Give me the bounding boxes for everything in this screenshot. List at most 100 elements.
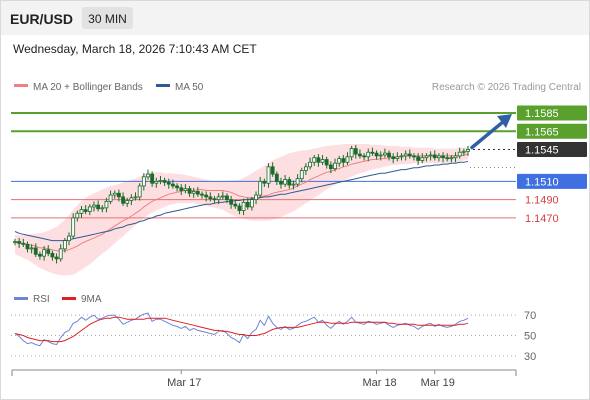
candle [87,204,92,216]
candle [92,201,96,212]
candle [416,153,421,165]
level-badge-1-1510 [517,173,587,189]
candle [21,238,26,248]
candle [233,199,238,209]
candle [154,177,159,188]
forecast-arrow-head [497,114,512,129]
candle [428,151,433,161]
candle [304,163,308,176]
candle [208,192,213,202]
candle [141,173,146,191]
candle [125,197,130,207]
candle [58,244,63,262]
rsi-ma-line [14,316,469,343]
x-tick-label: Mar 19 [421,377,455,389]
candle [453,152,458,163]
level-badge-1-1545 [517,142,587,158]
rsi-tick-70: 70 [524,310,536,322]
rsi-panel: 70 50 30 [11,310,536,363]
candle [195,186,200,197]
candle [403,150,408,161]
candle [432,150,437,161]
candle [100,205,105,213]
candle [270,162,275,177]
level-label-1-1585: 1.1585 [525,108,559,120]
candle [279,177,283,189]
legend-swatch-ma20 [14,84,28,87]
candle [137,183,142,201]
candle [162,177,167,186]
candle [457,147,462,159]
candle [245,197,250,210]
candle [283,175,288,187]
candle [412,153,416,161]
level-label-1-1490: 1.1490 [525,195,559,207]
candle [320,154,325,165]
level-badge-1-1565 [517,123,587,139]
bollinger-band-layer [15,144,468,276]
timeframe-label: 30 MIN [88,12,127,26]
price-labels-layer: 1.1585 1.1565 1.1545 1.1510 1.1490 1.1470 [517,105,587,225]
candles-layer [13,144,470,264]
candle [420,153,425,164]
candle [96,200,101,212]
candle [349,145,354,161]
candle [370,147,375,156]
candle [324,156,329,169]
candle [71,213,76,239]
candle [67,232,71,246]
price-levels-layer [11,112,516,219]
candle [382,148,387,158]
legend-label-rsi: RSI [33,294,50,305]
candle [187,185,192,197]
x-tick-label: Mar 17 [167,377,201,389]
datetime-label: Wednesday, March 18, 2026 7:10:43 AM CET [13,42,257,56]
candle [449,154,454,163]
candle [42,246,46,261]
candle [166,178,171,189]
credit-text: Research © 2026 Trading Central [432,82,581,93]
candle [133,192,138,201]
timeframe-badge[interactable] [82,7,133,29]
candle [62,237,67,253]
candle [287,176,292,189]
candle [200,191,204,199]
level-badge-1-1585 [517,105,587,121]
candle [75,210,80,222]
rsi-tick-30: 30 [524,351,536,363]
candle [445,153,450,162]
candle [374,150,379,160]
candle [254,191,258,205]
candle [112,190,117,199]
candle [241,198,246,216]
x-tick-label: Mar 18 [362,377,396,389]
candle [424,153,429,162]
level-label-1-1470: 1.1470 [525,213,559,225]
candle [38,251,42,260]
candle [116,189,121,202]
symbol-title: EUR/USD [10,11,73,27]
candle [312,154,317,166]
candle [104,197,109,213]
candle [46,245,51,257]
candle [353,144,358,159]
rsi-tick-50: 50 [524,331,536,343]
candle [212,195,217,204]
candle [308,157,312,170]
candle [387,150,391,161]
candle [121,192,125,207]
candle [258,176,263,198]
candle [146,169,150,180]
legend-label-ma20: MA 20 + Bollinger Bands [33,82,143,93]
ma50-line [14,160,469,242]
candle [158,175,163,185]
candle [366,148,371,162]
candle [179,184,184,196]
candle [262,178,267,187]
candle [395,152,400,162]
candle [437,153,441,162]
candle [291,180,296,190]
candle [13,238,17,246]
candle [341,154,346,167]
candle [316,154,321,167]
